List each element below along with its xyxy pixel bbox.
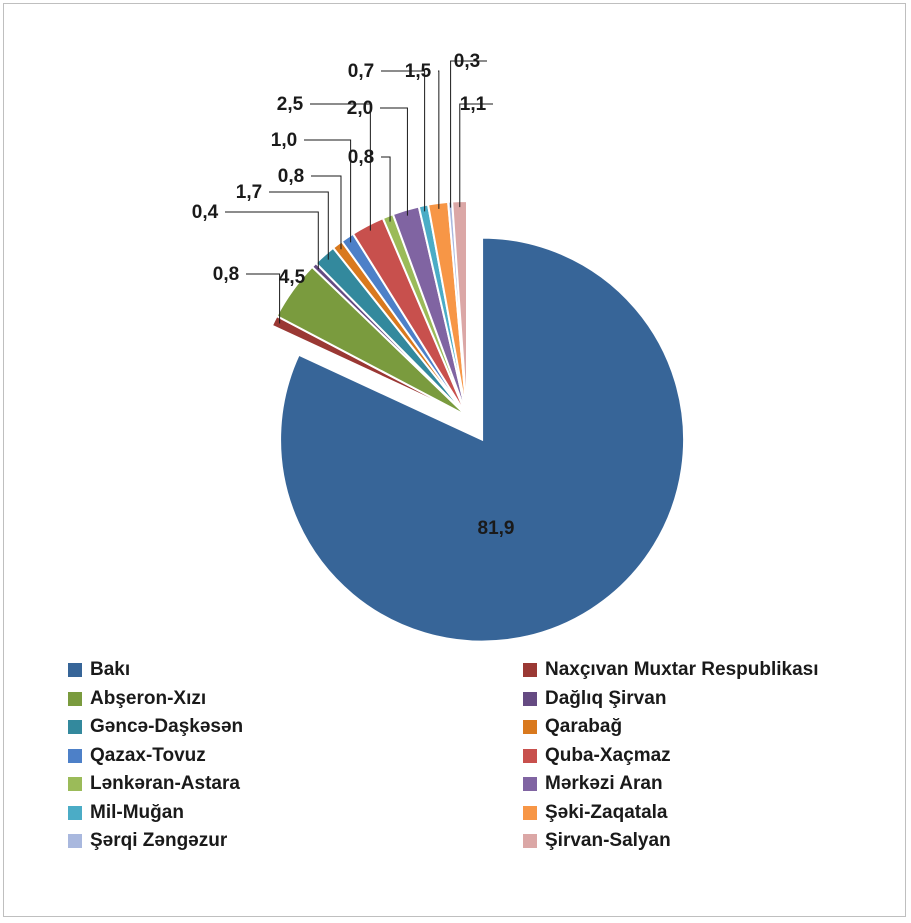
legend-swatch <box>68 720 82 734</box>
legend-swatch <box>523 777 537 791</box>
leader-line <box>381 156 391 222</box>
legend-item: Qarabağ <box>523 715 622 739</box>
legend-swatch <box>523 834 537 848</box>
legend-item: Gəncə-Daşkəsən <box>68 715 243 739</box>
leader-line <box>246 273 281 324</box>
legend-label: Şirvan-Salyan <box>545 830 671 851</box>
legend-label: Dağlıq Şirvan <box>545 687 667 709</box>
legend-swatch <box>523 691 537 706</box>
chart-area: 81,9 0,8 4,5 0,4 1,7 0,8 1,0 2,5 0,8 2,0 0,7 1,5 0,3… <box>3 3 906 917</box>
leader-line <box>438 70 440 209</box>
data-label: 1,7 <box>236 182 262 203</box>
legend-label: Lənkəran-Astara <box>90 773 240 794</box>
legend-item: Qazax-Tovuz <box>68 744 206 768</box>
data-label: 0,8 <box>278 166 304 187</box>
data-label: 0,8 <box>348 147 374 168</box>
data-label: 1,1 <box>460 94 487 115</box>
legend-swatch <box>523 663 537 677</box>
legend-label: Abşeron-Xızı <box>90 687 207 709</box>
legend-label: Şərqi Zəngəzur <box>90 830 228 851</box>
leader-line <box>310 103 371 231</box>
legend-item: Mil-Muğan <box>68 801 184 825</box>
legend-item: Bakı <box>68 658 130 682</box>
legend-item: Dağlıq Şirvan <box>523 687 666 711</box>
legend-swatch <box>68 748 82 763</box>
legend-item: Şəki-Zaqatala <box>523 801 668 825</box>
legend-label: Qarabağ <box>545 716 623 737</box>
pie-slice <box>279 236 686 643</box>
legend-swatch <box>523 748 537 763</box>
leader-line <box>225 211 319 270</box>
data-label: 0,7 <box>348 61 374 82</box>
legend-swatch <box>68 805 82 820</box>
data-label: 2,0 <box>347 98 373 119</box>
legend-item: Lənkəran-Astara <box>68 772 240 796</box>
legend-swatch <box>68 777 82 791</box>
legend-label: Naxçıvan Muxtar Respublikası <box>545 659 819 680</box>
leader-line <box>304 139 352 243</box>
leader-line <box>380 107 408 216</box>
legend-swatch <box>68 663 82 677</box>
data-label: 1,5 <box>405 61 432 82</box>
legend-item: Abşeron-Xızı <box>68 687 206 711</box>
leader-line <box>450 60 487 208</box>
leader-lines <box>225 60 493 324</box>
data-label: 4,5 <box>279 267 306 288</box>
legend-item: Şərqi Zəngəzur <box>68 829 227 853</box>
legend-label: Mərkəzi Aran <box>545 773 663 794</box>
data-label: 0,4 <box>192 202 219 223</box>
legend-item: Mərkəzi Aran <box>523 772 663 796</box>
pie-slices <box>270 199 686 643</box>
data-label: 1,0 <box>271 130 297 151</box>
legend-item: Naxçıvan Muxtar Respublikası <box>523 658 819 682</box>
data-label: 0,3 <box>454 51 480 72</box>
leader-line <box>269 191 329 260</box>
legend-swatch <box>68 834 82 848</box>
legend-label: Mil-Muğan <box>90 801 184 823</box>
legend-item: Quba-Xaçmaz <box>523 744 671 768</box>
data-labels: 81,9 0,8 4,5 0,4 1,7 0,8 1,0 2,5 0,8 2,0 0,7 1,5 0,3… <box>192 51 515 539</box>
legend-label: Şəki-Zaqatala <box>545 801 668 823</box>
leader-line <box>381 70 426 212</box>
leader-line <box>459 103 493 208</box>
pie-chart: 81,9 0,8 4,5 0,4 1,7 0,8 1,0 2,5 0,8 2,0 0,7 1,5 0,3… <box>192 51 686 643</box>
legend-label: Quba-Xaçmaz <box>545 744 671 766</box>
legend-swatch <box>68 691 82 706</box>
legend-label: Qazax-Tovuz <box>90 744 206 766</box>
data-label: 0,8 <box>213 264 239 285</box>
legend-item: Şirvan-Salyan <box>523 829 671 853</box>
data-label: 2,5 <box>277 94 304 115</box>
legend-label: Bakı <box>90 659 131 680</box>
data-label: 81,9 <box>478 518 515 539</box>
legend-swatch <box>523 805 537 820</box>
legend-swatch <box>523 720 537 734</box>
leader-line <box>311 175 342 250</box>
legend-label: Gəncə-Daşkəsən <box>90 716 244 737</box>
